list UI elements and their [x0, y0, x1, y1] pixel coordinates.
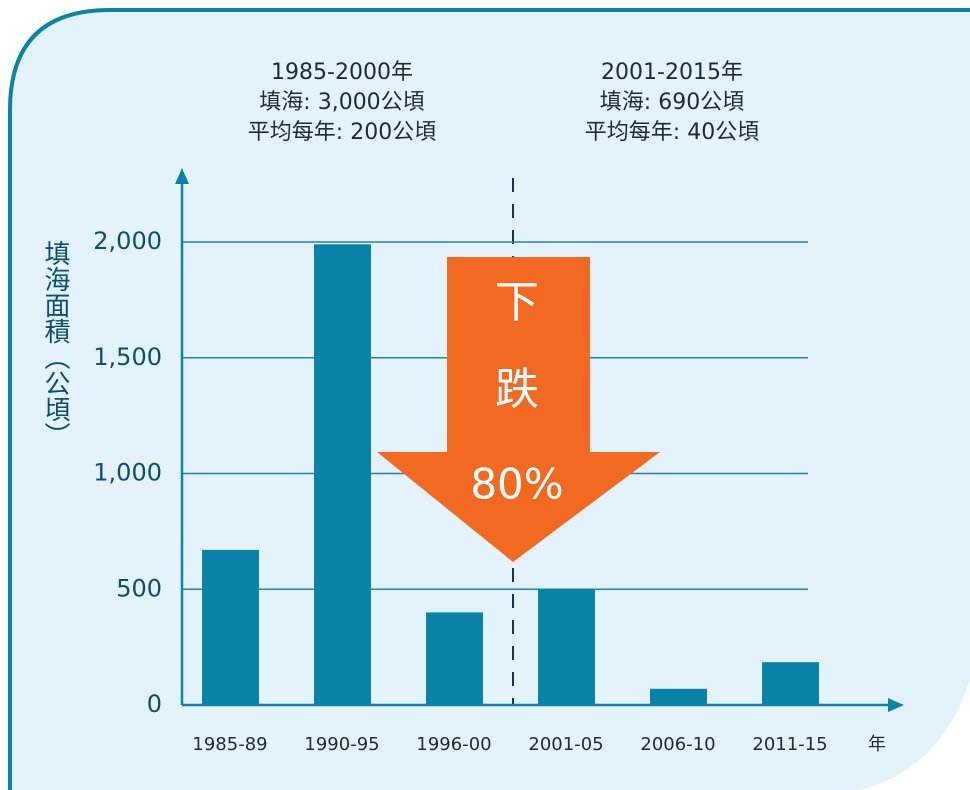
bar: [202, 549, 259, 705]
x-tick-label: 1996-00: [416, 734, 491, 755]
arrow-text: 下: [495, 277, 539, 328]
annotation: 2001-2015年: [601, 60, 743, 85]
x-tick-label: 1990-95: [304, 734, 379, 755]
annotation: 1985-2000年: [271, 60, 413, 85]
y-tick-label: 2,000: [93, 227, 162, 255]
y-tick-label: 500: [116, 574, 162, 602]
y-tick-label: 1,500: [93, 343, 162, 371]
panel-border: [8, 8, 970, 790]
bar: [314, 244, 371, 705]
x-tick-label: 2011-15: [752, 734, 827, 755]
x-tick-label: 1985-89: [192, 734, 267, 755]
annotation: 平均每年: 40公頃: [585, 120, 759, 145]
y-tick-label: 1,000: [93, 459, 162, 487]
x-axis-arrow: [888, 698, 904, 712]
arrow-text: 80%: [470, 460, 563, 509]
y-tick-label: 0: [147, 690, 162, 718]
bar: [762, 662, 819, 705]
arrow-text: 跌: [495, 364, 539, 415]
x-tick-label: 2001-05: [528, 734, 603, 755]
y-axis-label: 填海面積（公頃）: [40, 240, 70, 448]
x-tick-label: 2006-10: [640, 734, 715, 755]
annotation: 平均每年: 200公頃: [248, 120, 436, 145]
annotation: 填海: 3,000公頃: [259, 90, 424, 115]
down-arrow: [377, 257, 660, 562]
bar: [426, 612, 483, 705]
x-axis-unit: 年: [868, 734, 886, 755]
bar: [650, 688, 707, 705]
annotation: 填海: 690公頃: [600, 90, 744, 115]
bar: [538, 589, 595, 705]
y-axis-arrow: [175, 168, 189, 184]
